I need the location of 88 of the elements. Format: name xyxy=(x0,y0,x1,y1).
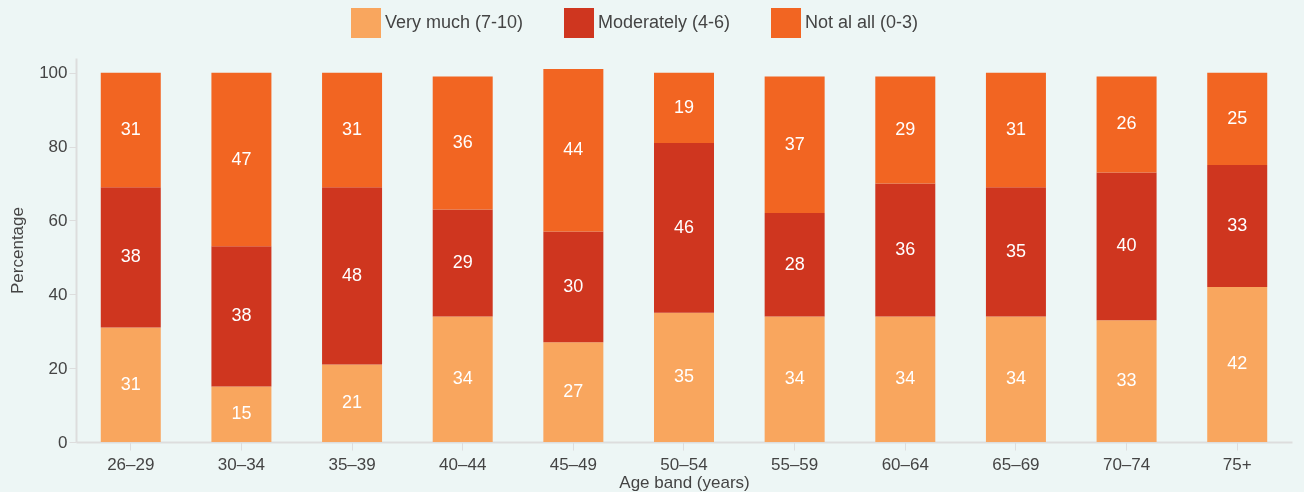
data-label: 35 xyxy=(1005,240,1026,261)
y-tick-label: 0 xyxy=(58,432,68,452)
data-label: 38 xyxy=(120,246,141,267)
x-tick-label: 30–34 xyxy=(217,454,266,474)
x-tick-label: 75+ xyxy=(1222,454,1252,474)
bar xyxy=(543,342,604,442)
bar xyxy=(322,364,383,442)
bar xyxy=(875,183,936,317)
bar xyxy=(654,142,714,313)
data-label: 33 xyxy=(1227,215,1248,235)
x-tick-label: 70–74 xyxy=(1102,454,1151,474)
data-label: 28 xyxy=(784,253,805,274)
data-label: 34 xyxy=(1005,368,1026,389)
bar xyxy=(1207,286,1268,442)
data-label: 31 xyxy=(120,119,141,139)
data-label: 19 xyxy=(673,96,695,117)
data-label: 26 xyxy=(1116,113,1137,134)
bar xyxy=(985,187,1046,317)
x-tick-label: 35–39 xyxy=(328,454,376,474)
data-label: 33 xyxy=(1116,370,1137,391)
bar xyxy=(764,316,825,442)
x-tick-label: 50–54 xyxy=(660,454,708,474)
data-label: 34 xyxy=(784,368,805,389)
y-tick-label: 100 xyxy=(39,63,68,83)
bar xyxy=(1207,72,1268,166)
data-label: 37 xyxy=(784,133,805,154)
x-tick-label: 40–44 xyxy=(439,454,487,474)
bar xyxy=(100,72,161,188)
data-label: 29 xyxy=(895,119,916,139)
bar xyxy=(1207,165,1268,287)
bar xyxy=(654,312,714,442)
data-label: 34 xyxy=(895,368,916,389)
x-tick-label: 65–69 xyxy=(992,454,1040,474)
x-tick-label: 55–59 xyxy=(771,454,819,474)
bar xyxy=(1096,320,1157,442)
data-label: 36 xyxy=(895,239,916,259)
bar xyxy=(432,316,493,442)
bar xyxy=(764,76,825,214)
x-tick-label: 26–29 xyxy=(107,454,155,474)
data-label: 31 xyxy=(342,119,363,139)
data-label: 30 xyxy=(563,275,584,296)
bar xyxy=(100,187,161,328)
data-label: 44 xyxy=(563,139,584,160)
bar xyxy=(985,72,1046,188)
data-label: 42 xyxy=(1227,353,1248,374)
bar xyxy=(100,327,161,442)
bar xyxy=(211,386,272,442)
bar xyxy=(211,246,272,387)
bar xyxy=(322,72,383,188)
x-tick-label: 45–49 xyxy=(549,454,597,474)
data-label: 46 xyxy=(673,216,695,237)
legend-label: Very much (7-10) xyxy=(385,12,524,32)
data-label: 48 xyxy=(342,264,363,285)
bar xyxy=(985,316,1046,442)
bar xyxy=(543,69,604,232)
x-axis-title: Age band (years) xyxy=(619,472,750,492)
bar xyxy=(543,231,604,343)
data-label: 38 xyxy=(231,305,252,326)
bar xyxy=(211,72,272,247)
y-axis-title: Percentage xyxy=(8,207,28,294)
y-tick-label: 20 xyxy=(48,358,68,378)
data-label: 35 xyxy=(673,366,695,387)
y-tick-label: 40 xyxy=(48,284,68,304)
legend-label: Moderately (4-6) xyxy=(598,12,731,32)
data-label: 31 xyxy=(1005,119,1026,139)
data-label: 31 xyxy=(120,373,141,394)
bar xyxy=(875,316,936,442)
bar xyxy=(432,209,493,317)
data-label: 15 xyxy=(231,403,252,424)
legend-label: Not al all (0-3) xyxy=(805,12,919,32)
data-label: 34 xyxy=(452,368,473,389)
bar xyxy=(432,76,493,210)
data-label: 29 xyxy=(452,251,473,272)
bar xyxy=(654,72,714,143)
data-label: 25 xyxy=(1227,107,1248,128)
data-label: 47 xyxy=(231,148,252,169)
data-label: 36 xyxy=(452,131,473,152)
bar xyxy=(322,187,383,365)
y-tick-label: 60 xyxy=(48,210,68,230)
bar xyxy=(1096,76,1157,173)
y-tick-label: 80 xyxy=(48,137,68,157)
data-label: 27 xyxy=(563,381,584,402)
bar xyxy=(1096,172,1157,321)
bar xyxy=(764,213,825,317)
x-tick-label: 60–64 xyxy=(881,454,929,474)
bar xyxy=(875,76,936,184)
data-label: 21 xyxy=(342,392,363,413)
data-label: 40 xyxy=(1116,235,1137,256)
